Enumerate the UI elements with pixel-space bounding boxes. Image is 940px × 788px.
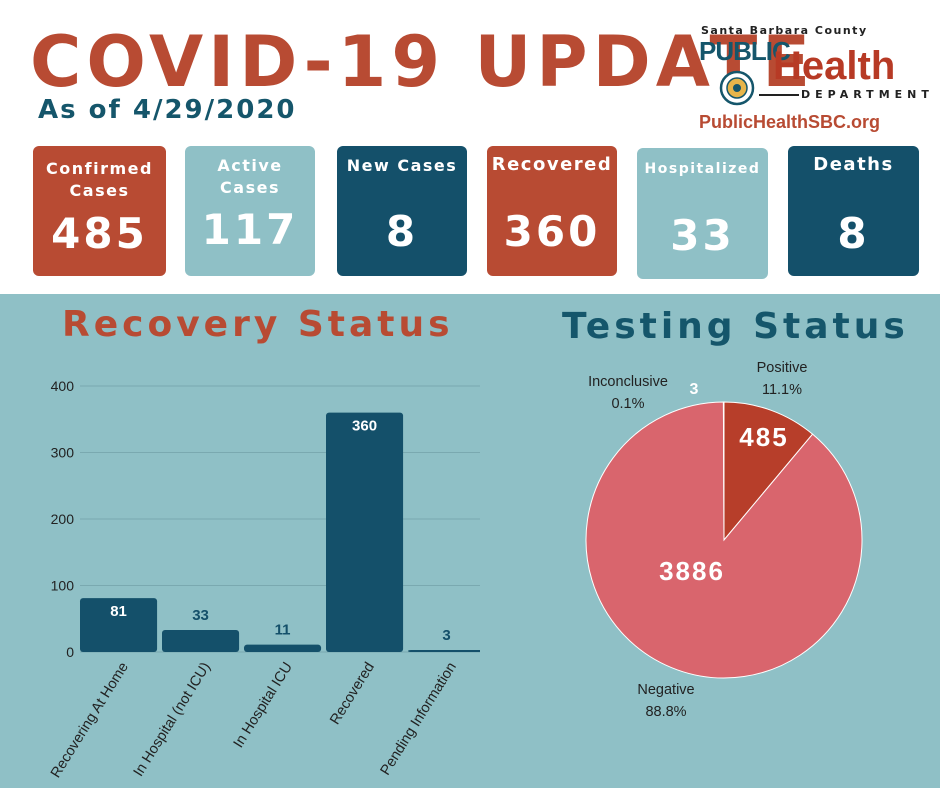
- y-tick-label: 400: [51, 378, 75, 394]
- card-hospitalized: Hospitalized 33: [637, 148, 768, 279]
- card-value: 8: [837, 209, 870, 258]
- charts-panel: Recovery Status Testing Status 0 100 200 30…: [0, 294, 940, 788]
- card-value: 117: [201, 205, 299, 254]
- card-label: Active: [217, 156, 283, 175]
- pie-category-label: Negative: [637, 682, 694, 698]
- card-label: Recovered: [491, 154, 613, 175]
- pie-value-label: 3886: [659, 556, 725, 586]
- testing-status-title: Testing Status: [562, 306, 909, 347]
- card-label: Hospitalized: [644, 161, 761, 177]
- card-label: Confirmed: [46, 159, 153, 178]
- logo-department-text: DEPARTMENT: [801, 88, 934, 101]
- pie-percent-label: 0.1%: [611, 396, 644, 412]
- card-recovered: Recovered 360: [487, 146, 617, 276]
- county-seal-icon: [719, 70, 755, 106]
- pie-category-label: Positive: [757, 360, 808, 376]
- website-link[interactable]: PublicHealthSBC.org: [699, 112, 881, 132]
- public-health-logo: Santa Barbara County PUBLIC Health DEPAR…: [697, 20, 929, 138]
- pie-value-label: 3: [690, 381, 699, 398]
- bar: [326, 412, 404, 652]
- card-label: Cases: [69, 181, 130, 200]
- card-label: Cases: [220, 178, 280, 197]
- card-deaths: Deaths 8: [788, 146, 919, 276]
- pie-slice: [723, 401, 814, 542]
- bar-value-label: 3: [442, 627, 450, 644]
- card-label: New Cases: [346, 156, 458, 175]
- bar: [162, 630, 240, 652]
- x-category-label: In Hospital ICU: [231, 660, 296, 751]
- pie-category-label: Inconclusive: [588, 374, 668, 390]
- card-value: 33: [670, 211, 735, 260]
- logo-county-text: Santa Barbara County: [701, 24, 868, 37]
- x-category-label: In Hospital (not ICU): [131, 660, 214, 780]
- bar-value-label: 33: [192, 607, 209, 624]
- bar-value-label: 81: [110, 603, 127, 620]
- logo-health-text: Health: [773, 44, 896, 88]
- logo-divider: [759, 94, 799, 96]
- y-tick-label: 300: [51, 445, 75, 461]
- card-value: 485: [51, 209, 148, 258]
- x-category-label: Recovering At Home: [48, 660, 132, 781]
- logo-public-text: PUBLIC: [699, 36, 791, 66]
- bar: [408, 650, 480, 652]
- x-category-label: Recovered: [327, 660, 378, 728]
- y-tick-label: 100: [51, 578, 75, 594]
- pie-percent-label: 88.8%: [645, 704, 686, 720]
- bar: [244, 644, 322, 652]
- pie-slice: [722, 401, 725, 541]
- bar-value-label: 360: [352, 418, 377, 435]
- y-tick-label: 200: [51, 511, 75, 527]
- as-of-date: As of 4/29/2020: [38, 95, 297, 125]
- card-confirmed-cases: Confirmed Cases 485: [33, 146, 166, 276]
- testing-pie-chart: 485 3886 3 Positive 11.1% Negative 88.8% Inconc…: [585, 360, 863, 720]
- x-category-label: Pending Information: [378, 660, 460, 779]
- card-value: 360: [503, 207, 601, 256]
- recovery-bar-chart: 0 100 200 300 400 81 Recovering At Home 33 In Ho…: [48, 378, 480, 781]
- bar: [80, 598, 158, 652]
- card-value: 8: [385, 207, 419, 256]
- card-new-cases: New Cases 8: [337, 146, 467, 276]
- card-label: Deaths: [813, 154, 894, 175]
- y-tick-label: 0: [66, 644, 74, 660]
- bar-value-label: 11: [275, 622, 291, 639]
- recovery-status-title: Recovery Status: [62, 304, 454, 345]
- pie-value-label: 485: [739, 422, 788, 452]
- card-active-cases: Active Cases 117: [185, 146, 315, 276]
- pie-percent-label: 11.1%: [762, 382, 802, 398]
- page-title: COVID-19 UPDATE: [30, 21, 816, 103]
